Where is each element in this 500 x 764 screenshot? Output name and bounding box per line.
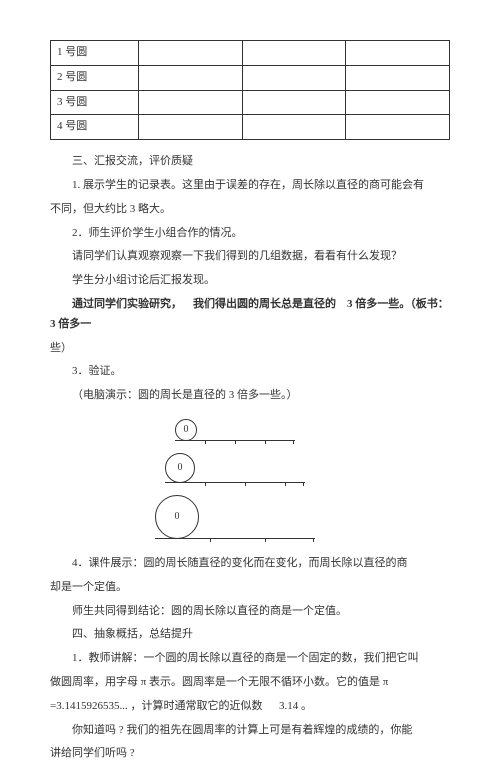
- table-cell: [138, 90, 242, 115]
- body-text: 1．教师讲解：一个圆的周长除以直径的商是一个固定的数，我们把它叫: [50, 649, 450, 669]
- body-text: 2．师生评价学生小组合作的情况。: [50, 224, 450, 244]
- table-cell: [242, 41, 346, 66]
- body-text: 1. 展示学生的记录表。这里由于误差的存在，周长除以直径的商可能会有: [50, 176, 450, 196]
- emphasis-segment: 通过同学们实验研究，: [72, 298, 182, 310]
- diagram-row-3: 0: [155, 494, 345, 540]
- body-text: 师生共同得到结论：圆的周长除以直径的商是一个定值。: [50, 602, 450, 622]
- table-row-label: 2 号圆: [51, 65, 139, 90]
- body-text: 你知道吗 ? 我们的祖先在圆周率的计算上可是有着辉煌的成绩的，你能: [50, 721, 450, 741]
- table-row-label: 4 号圆: [51, 115, 139, 140]
- table-cell: [242, 90, 346, 115]
- section-3-title: 三、汇报交流，评价质疑: [50, 152, 450, 172]
- diagram-row-2: 0: [165, 452, 335, 484]
- body-text: 3．验证。: [50, 362, 450, 382]
- body-text: 学生分小组讨论后汇报发现。: [50, 271, 450, 291]
- body-text: 讲给同学们听吗 ?: [50, 744, 450, 764]
- table-cell: [346, 41, 450, 66]
- table-cell: [346, 115, 450, 140]
- table-cell: [138, 115, 242, 140]
- table-cell: [346, 90, 450, 115]
- table-cell: [346, 65, 450, 90]
- body-text: 4．课件展示：圆的周长随直径的变化而在变化，而周长除以直径的商: [50, 554, 450, 574]
- emphasis-text: 通过同学们实验研究， 我们得出圆的周长总是直径的 3 倍多一些。（板书：3 倍多…: [50, 295, 450, 335]
- emphasis-segment: 我们得出圆的周长总是直径的: [193, 298, 336, 310]
- table-row-label: 3 号圆: [51, 90, 139, 115]
- circle-unroll-diagram: 0 0 0: [50, 418, 450, 540]
- table-row-label: 1 号圆: [51, 41, 139, 66]
- body-text: （电脑演示：圆的周长是直径的 3 倍多一些。）: [50, 386, 450, 406]
- body-segment: 3.14 。: [279, 700, 312, 712]
- section-4-title: 四、抽象概括，总结提升: [50, 625, 450, 645]
- table-cell: [242, 65, 346, 90]
- body-segment: =3.1415926535... ，计算时通常取它的近似数: [50, 700, 262, 712]
- body-text: 做圆周率，用字母 π 表示。圆周率是一个无限不循环小数。它的值是 π: [50, 673, 450, 693]
- body-text: 些）: [50, 339, 450, 359]
- table-cell: [138, 65, 242, 90]
- table-cell: [138, 41, 242, 66]
- circle-record-table: 1 号圆 2 号圆 3 号圆 4 号圆: [50, 40, 450, 140]
- diagram-row-1: 0: [175, 418, 325, 442]
- body-text: 却是一个定值。: [50, 578, 450, 598]
- table-cell: [242, 115, 346, 140]
- body-text: 请同学们认真观察观察一下我们得到的几组数据，看看有什么发现？: [50, 247, 450, 267]
- body-text: 不同，但大约比 3 略大。: [50, 200, 450, 220]
